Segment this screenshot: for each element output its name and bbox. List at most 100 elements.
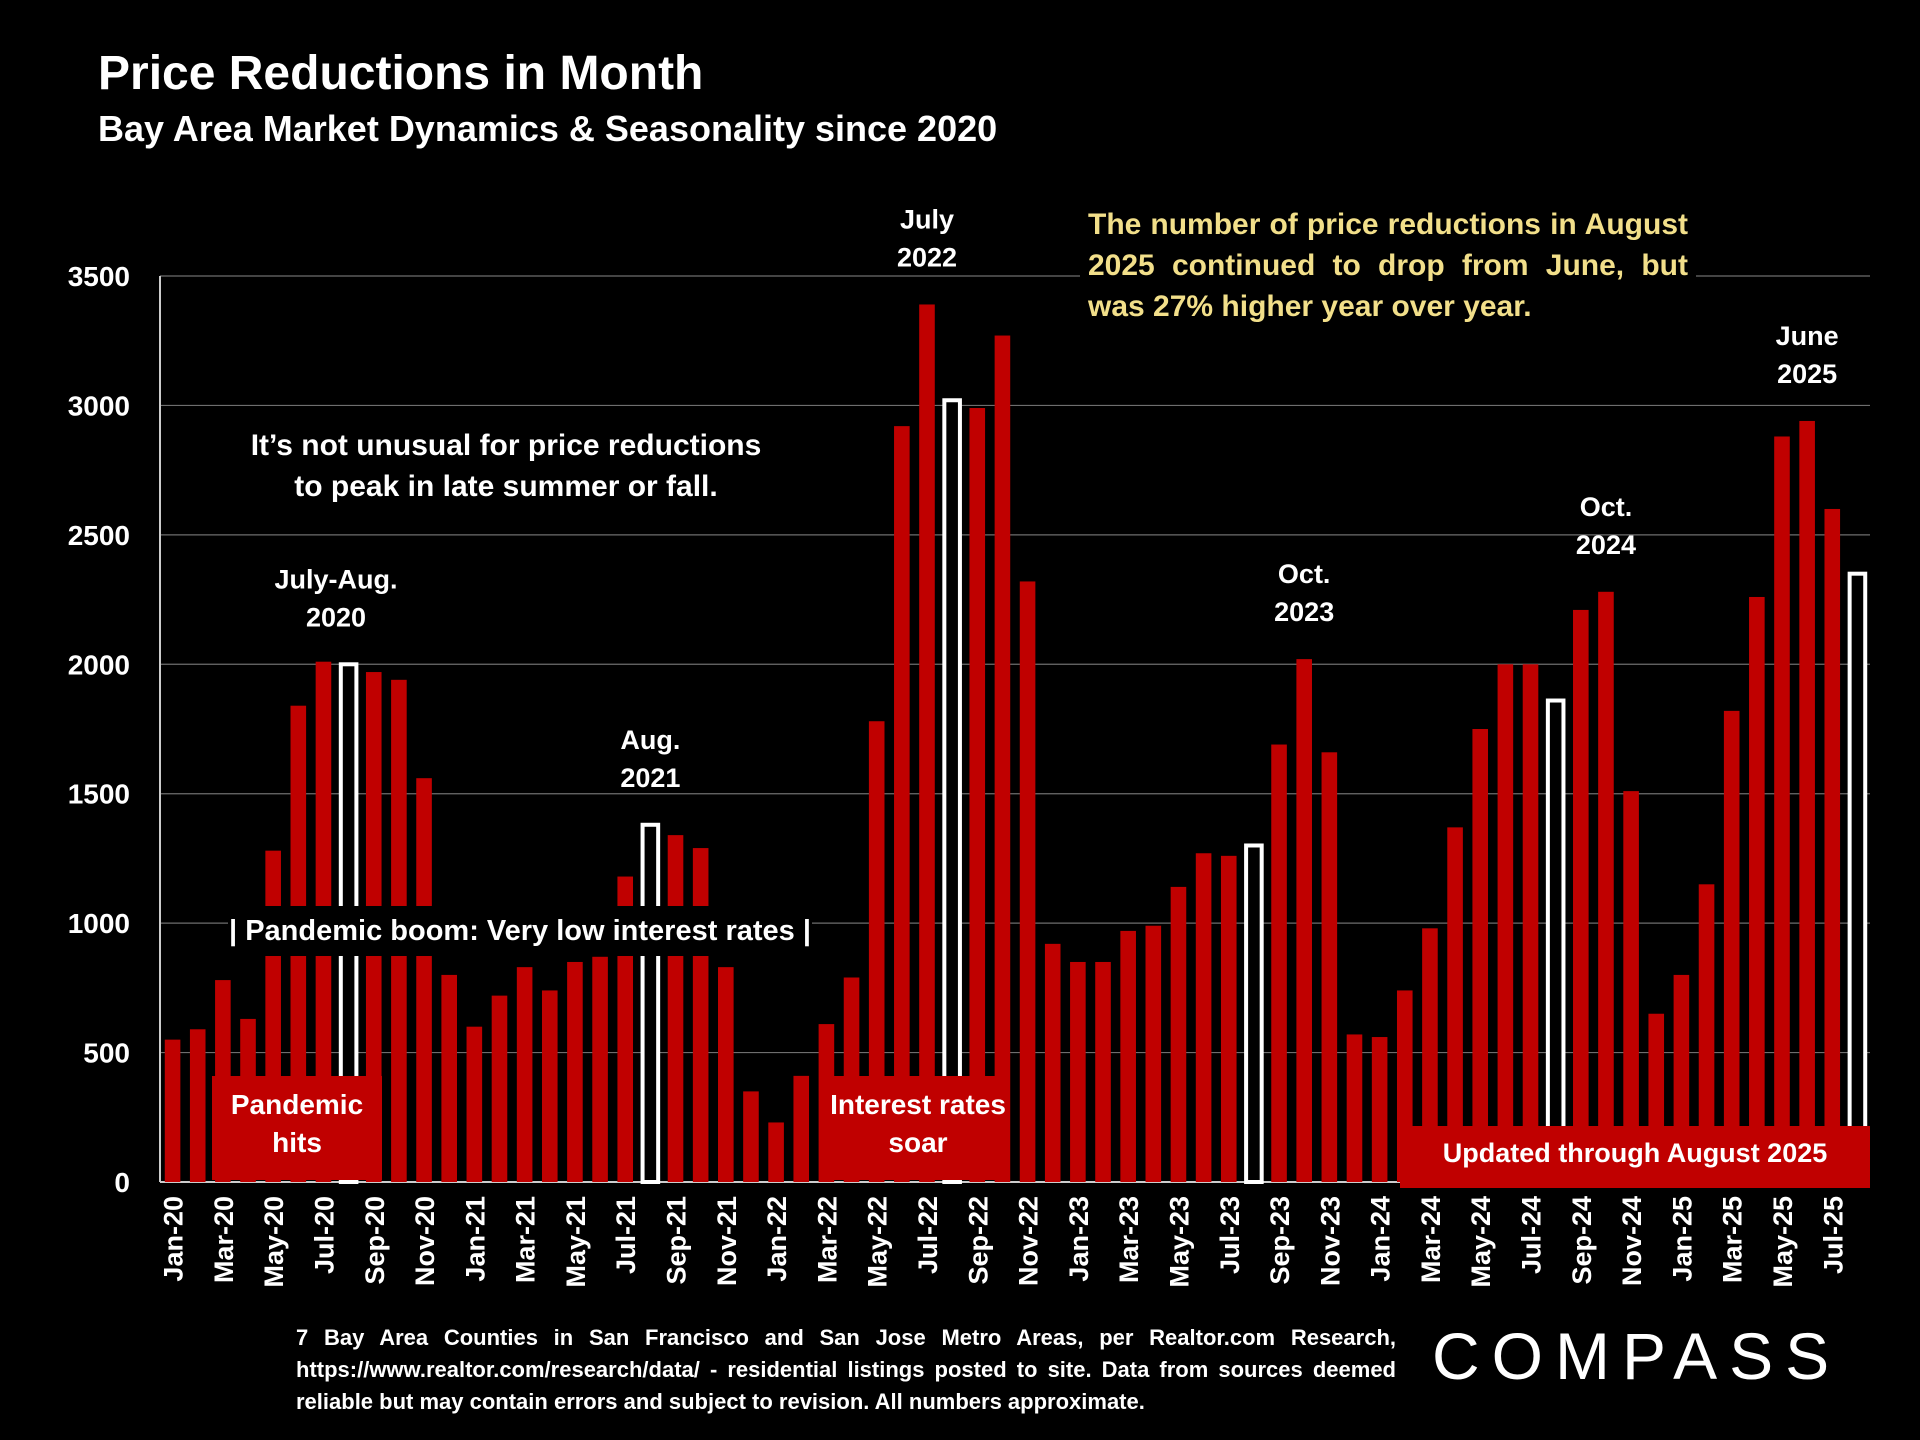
bar-Apr-21 bbox=[541, 990, 558, 1182]
x-tick-label: May-21 bbox=[561, 1196, 591, 1288]
x-tick-label: Jul-22 bbox=[913, 1196, 943, 1274]
x-tick-label: Sep-23 bbox=[1265, 1196, 1295, 1285]
bar-Sep-23 bbox=[1271, 744, 1287, 1182]
y-tick-label: 2500 bbox=[68, 520, 130, 551]
bar-Apr-24 bbox=[1447, 827, 1463, 1182]
x-tick-label: May-20 bbox=[259, 1196, 289, 1288]
bar-Nov-20 bbox=[416, 778, 432, 1182]
x-axis-ticks: Jan-20 Mar-20 May-20 Jul-20 Sep-20 Nov-20 Jan-… bbox=[159, 1196, 1849, 1288]
x-tick-label: Mar-23 bbox=[1114, 1196, 1144, 1283]
bar-Mar-25 bbox=[1723, 710, 1740, 1182]
bar-Dec-22 bbox=[1044, 943, 1061, 1182]
y-tick-label: 3000 bbox=[68, 390, 130, 421]
x-tick-label: May-22 bbox=[863, 1196, 893, 1288]
interest-rates-label: Interest rates soar bbox=[828, 1076, 1008, 1180]
bar-Jan-24 bbox=[1371, 1037, 1388, 1182]
bar-Dec-20 bbox=[441, 974, 457, 1182]
bar-Jan-23 bbox=[1070, 961, 1086, 1182]
peak-label: Aug. 2021 bbox=[620, 725, 680, 793]
y-axis-ticks: 0 500 1000 1500 2000 2500 3000 3500 bbox=[68, 261, 130, 1198]
bar-Sep-22 bbox=[969, 408, 986, 1182]
x-tick-label: May-25 bbox=[1768, 1196, 1798, 1288]
bar-May-22 bbox=[868, 721, 885, 1182]
chart-title: Price Reductions in Month bbox=[98, 47, 704, 100]
bar-Apr-25 bbox=[1749, 596, 1765, 1182]
bar-Jan-21 bbox=[466, 1026, 483, 1182]
pandemic-hits-label: Pandemic hits bbox=[212, 1076, 382, 1180]
bar-highlight-Aug-22 bbox=[942, 398, 962, 1185]
x-tick-label: Nov-21 bbox=[712, 1196, 742, 1286]
seasonal-note: It’s not unusual for price reductions to … bbox=[251, 429, 762, 503]
bar-Oct-23 bbox=[1296, 659, 1312, 1182]
bar-Jun-21 bbox=[592, 956, 608, 1182]
x-tick-label: Jul-25 bbox=[1818, 1196, 1848, 1274]
y-tick-label: 2000 bbox=[68, 649, 130, 680]
bar-Jan-20 bbox=[164, 1039, 181, 1182]
x-tick-label: Jan-20 bbox=[159, 1196, 189, 1282]
x-tick-label: Jan-23 bbox=[1064, 1196, 1094, 1282]
x-tick-label: Mar-20 bbox=[209, 1196, 239, 1283]
bar-Nov-21 bbox=[718, 967, 734, 1182]
bar-Mar-21 bbox=[516, 967, 533, 1182]
updated-through-label: Updated through August 2025 bbox=[1400, 1126, 1870, 1188]
bar-Sep-21 bbox=[667, 835, 684, 1182]
bar-Sep-24 bbox=[1573, 609, 1589, 1182]
boom-note-bg bbox=[228, 906, 812, 956]
peak-labels: July-Aug. 2020 Aug. 2021 July 2022 Oct. 2023 Oct… bbox=[275, 204, 1839, 792]
bar-Feb-21 bbox=[491, 995, 508, 1182]
bar-Mar-23 bbox=[1120, 930, 1136, 1182]
x-tick-label: Mar-25 bbox=[1718, 1196, 1748, 1283]
bar-Jul-24 bbox=[1522, 664, 1539, 1182]
bar-May-24 bbox=[1472, 729, 1489, 1182]
x-tick-label: Mar-24 bbox=[1416, 1196, 1446, 1283]
x-tick-label: May-23 bbox=[1164, 1196, 1194, 1288]
bar-Dec-23 bbox=[1346, 1034, 1363, 1182]
peak-label: Oct. 2024 bbox=[1576, 492, 1636, 560]
bar-May-21 bbox=[567, 961, 583, 1182]
bar-Jul-25 bbox=[1824, 508, 1841, 1182]
pandemic-boom-note: | Pandemic boom: Very low interest rates… bbox=[229, 915, 811, 947]
bar-highlight-Aug-23 bbox=[1244, 843, 1264, 1184]
bar-Apr-23 bbox=[1145, 925, 1162, 1182]
x-tick-label: Nov-23 bbox=[1315, 1196, 1345, 1286]
y-tick-label: 1000 bbox=[68, 908, 130, 939]
bar-Jun-25 bbox=[1799, 420, 1815, 1183]
x-tick-label: Sep-24 bbox=[1567, 1196, 1597, 1285]
bar-Oct-24 bbox=[1598, 591, 1614, 1182]
x-tick-label: Nov-22 bbox=[1014, 1196, 1044, 1286]
y-tick-label: 0 bbox=[114, 1167, 130, 1198]
x-tick-label: Nov-20 bbox=[410, 1196, 440, 1286]
x-tick-label: Jul-24 bbox=[1517, 1196, 1547, 1274]
x-tick-label: Sep-21 bbox=[662, 1196, 692, 1285]
callout-text: The number of price reductions in August… bbox=[1080, 200, 1696, 331]
bar-Jul-23 bbox=[1220, 855, 1237, 1182]
bar-highlight-Aug-24 bbox=[1545, 698, 1566, 1184]
peak-label: June 2025 bbox=[1776, 321, 1839, 389]
peak-label: July-Aug. 2020 bbox=[275, 564, 398, 632]
x-tick-label: Mar-21 bbox=[511, 1196, 541, 1283]
bar-Feb-20 bbox=[189, 1029, 206, 1182]
x-tick-label: Jan-24 bbox=[1366, 1196, 1396, 1282]
x-tick-label: Jul-20 bbox=[309, 1196, 339, 1274]
bar-Feb-22 bbox=[793, 1075, 810, 1182]
bar-Oct-21 bbox=[692, 848, 709, 1182]
x-tick-label: Jan-22 bbox=[762, 1196, 792, 1282]
y-tick-label: 1500 bbox=[68, 779, 130, 810]
x-tick-label: Nov-24 bbox=[1617, 1196, 1647, 1286]
bar-Jun-24 bbox=[1497, 664, 1514, 1182]
peak-label: Oct. 2023 bbox=[1274, 559, 1334, 627]
footnote: 7 Bay Area Counties in San Francisco and… bbox=[296, 1325, 1396, 1414]
y-tick-label: 3500 bbox=[68, 261, 130, 292]
x-tick-label: Mar-22 bbox=[812, 1196, 842, 1283]
bar-highlight-Aug-25 bbox=[1847, 571, 1868, 1184]
bar-highlight-Aug-21 bbox=[640, 822, 661, 1185]
x-tick-label: Jan-21 bbox=[460, 1196, 490, 1282]
bar-Jul-22 bbox=[919, 304, 935, 1183]
x-tick-label: Sep-20 bbox=[360, 1196, 390, 1285]
bar-Oct-22 bbox=[994, 335, 1011, 1183]
y-tick-label: 500 bbox=[83, 1038, 130, 1069]
bar-Nov-23 bbox=[1321, 752, 1338, 1182]
bar-Dec-21 bbox=[743, 1091, 759, 1182]
bar-Jan-22 bbox=[768, 1122, 784, 1182]
chart-subtitle: Bay Area Market Dynamics & Seasonality s… bbox=[98, 108, 998, 149]
